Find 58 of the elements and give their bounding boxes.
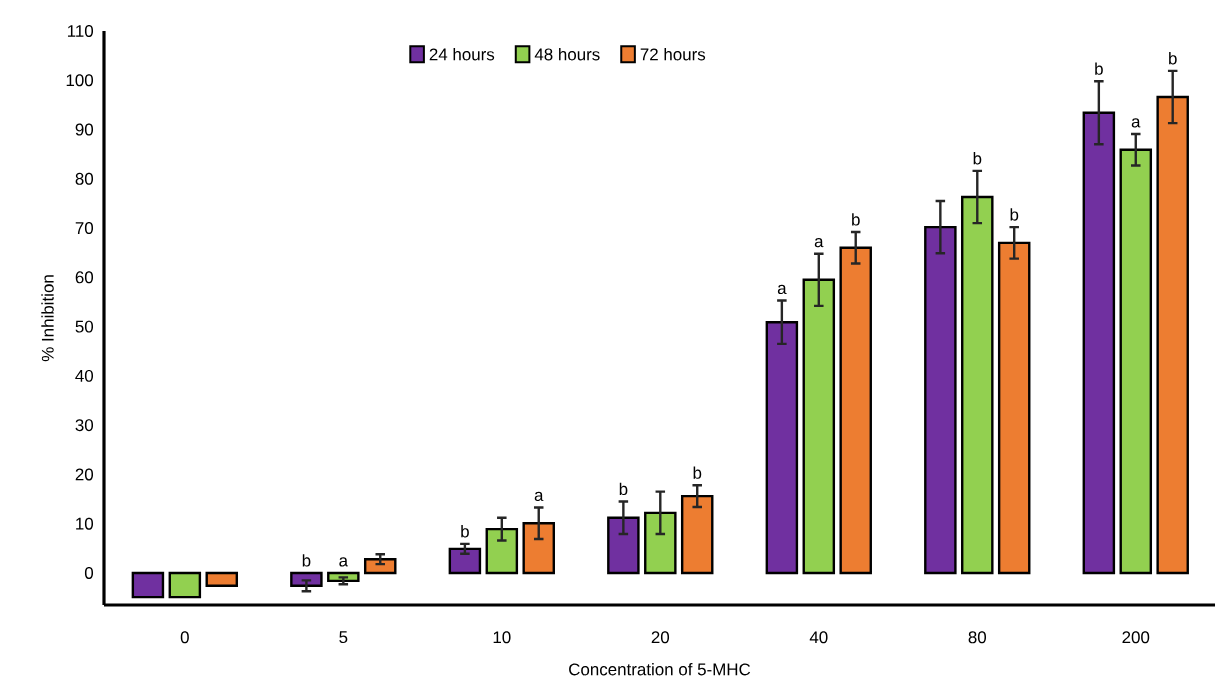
- bar: [607, 516, 640, 575]
- y-tick-label: 80: [75, 172, 94, 185]
- bar: [997, 241, 1031, 575]
- bar: [168, 571, 202, 599]
- bar: [839, 246, 872, 575]
- data-label: a: [534, 491, 544, 502]
- data-label: b: [852, 213, 860, 226]
- y-tick-label: 20: [75, 468, 94, 481]
- data-label: b: [619, 482, 628, 496]
- y-tick-label: 70: [75, 222, 94, 235]
- y-tick-label: 90: [75, 123, 94, 136]
- bar: [1082, 111, 1116, 575]
- legend-label: 72 hours: [640, 47, 706, 61]
- bar: [680, 494, 714, 575]
- data-label: b: [1169, 52, 1177, 65]
- bar: [765, 320, 799, 575]
- legend-label: 48 hours: [534, 47, 600, 61]
- bar: [644, 511, 677, 575]
- bar: [131, 571, 165, 599]
- data-label: b: [461, 525, 469, 538]
- bar: [485, 527, 519, 575]
- y-tick-label: 100: [66, 74, 94, 87]
- bar: [802, 278, 836, 575]
- bar: [924, 225, 957, 575]
- y-tick-label: 50: [75, 320, 94, 333]
- x-tick-label: 5: [339, 631, 348, 644]
- data-label: b: [1095, 62, 1103, 75]
- legend-label: 24 hours: [429, 47, 495, 61]
- x-tick-label: 0: [180, 631, 189, 644]
- data-label: b: [1010, 208, 1019, 221]
- x-tick-label: 10: [493, 631, 511, 644]
- x-tick-label: 20: [651, 631, 670, 644]
- y-axis-title: % Inhibition: [41, 275, 54, 362]
- bar: [961, 195, 994, 575]
- bar: [1119, 148, 1153, 575]
- y-tick-label: 30: [75, 419, 94, 432]
- x-tick-label: 40: [809, 631, 828, 644]
- data-label: b: [302, 554, 311, 567]
- y-tick-label: 40: [75, 369, 94, 382]
- bar: [1156, 95, 1189, 575]
- data-label: a: [1131, 118, 1141, 128]
- data-label: a: [339, 557, 349, 567]
- y-tick-label: 0: [84, 566, 94, 579]
- y-tick-label: 60: [75, 271, 94, 284]
- data-label: a: [777, 284, 787, 295]
- data-label: b: [973, 152, 982, 165]
- bar: [522, 522, 555, 575]
- bar: [290, 571, 323, 587]
- data-label: b: [693, 466, 702, 479]
- y-tick-label: 110: [67, 25, 94, 37]
- bar: [363, 557, 397, 575]
- data-label: a: [814, 238, 824, 248]
- x-tick-label: 200: [1122, 631, 1150, 644]
- x-axis-title: Concentration of 5-MHC: [569, 662, 751, 676]
- x-tick-label: 80: [968, 631, 987, 644]
- y-tick-label: 10: [76, 517, 94, 530]
- bar: [205, 571, 239, 587]
- bar: [448, 547, 482, 575]
